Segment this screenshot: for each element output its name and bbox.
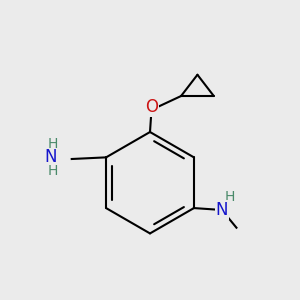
Text: N: N	[44, 148, 57, 166]
Text: O: O	[145, 98, 158, 116]
Text: H: H	[48, 136, 58, 151]
Text: N: N	[215, 201, 228, 219]
Text: H: H	[48, 164, 58, 178]
Text: H: H	[225, 190, 235, 204]
